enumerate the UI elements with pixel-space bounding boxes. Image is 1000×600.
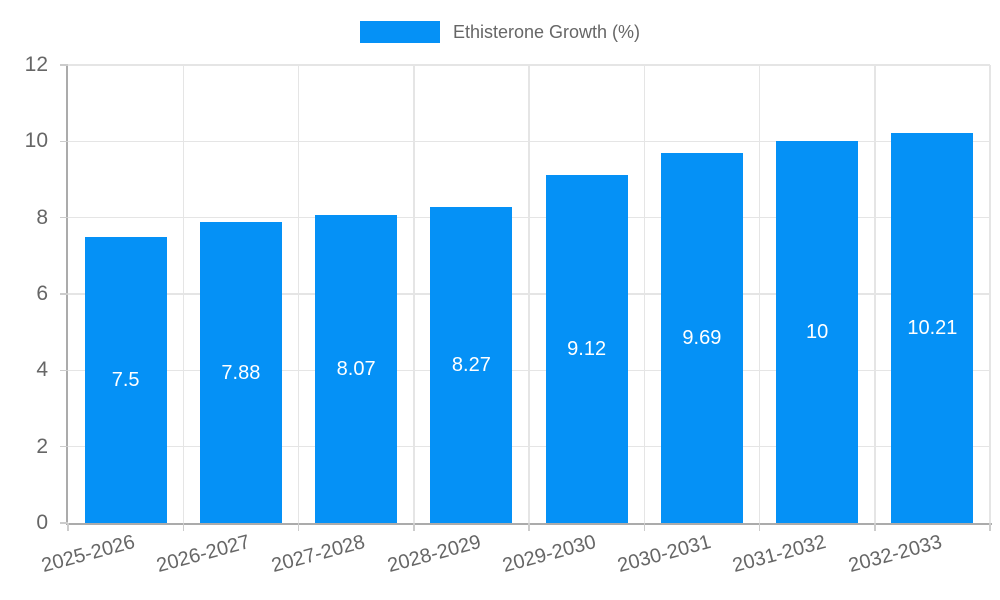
bar-value-label: 7.88 bbox=[221, 361, 261, 384]
bar[interactable] bbox=[660, 153, 743, 523]
bar[interactable] bbox=[315, 214, 398, 523]
x-axis-tick-label: 2028-2029 bbox=[384, 531, 484, 578]
x-gridline bbox=[297, 65, 300, 523]
y-tick-mark bbox=[60, 522, 68, 524]
legend[interactable]: Ethisterone Growth (%) bbox=[0, 21, 1000, 43]
x-gridline bbox=[643, 65, 645, 523]
x-tick-mark bbox=[643, 523, 645, 531]
y-axis-tick-label: 10 bbox=[24, 129, 48, 153]
x-axis-tick-label: 2026-2027 bbox=[154, 531, 253, 578]
x-axis-tick-label: 2027-2028 bbox=[269, 531, 368, 578]
x-tick-mark bbox=[989, 523, 991, 531]
bar[interactable] bbox=[776, 141, 859, 523]
bar-value-label: 7.5 bbox=[111, 368, 140, 391]
x-axis-tick-label: 2031-2032 bbox=[730, 531, 829, 578]
bar[interactable] bbox=[545, 174, 628, 523]
x-axis-tick-label: 2032-2033 bbox=[845, 531, 945, 578]
bar[interactable] bbox=[199, 222, 282, 523]
x-axis-tick-label: 2025-2026 bbox=[39, 531, 138, 578]
x-tick-mark bbox=[528, 523, 530, 531]
y-tick-mark bbox=[60, 369, 68, 372]
bar-value-label: 10 bbox=[806, 321, 829, 344]
y-tick-mark bbox=[60, 445, 68, 448]
x-tick-mark bbox=[874, 523, 876, 531]
x-tick-mark bbox=[413, 523, 415, 531]
x-gridline bbox=[874, 65, 876, 523]
y-tick-mark bbox=[60, 216, 68, 219]
x-tick-mark bbox=[297, 523, 300, 531]
bar-value-label: 8.07 bbox=[336, 357, 376, 380]
bar-value-label: 10.21 bbox=[907, 317, 958, 340]
y-tick-mark bbox=[60, 140, 68, 143]
y-axis-tick-label: 4 bbox=[36, 358, 48, 382]
x-gridline bbox=[758, 65, 761, 523]
y-tick-mark bbox=[60, 293, 68, 295]
x-gridline bbox=[989, 65, 991, 523]
x-gridline bbox=[413, 65, 415, 523]
x-axis-tick-label: 2029-2030 bbox=[500, 531, 599, 578]
y-axis-tick-label: 6 bbox=[36, 282, 48, 305]
y-axis-tick-label: 0 bbox=[36, 511, 48, 534]
bar[interactable] bbox=[84, 236, 167, 523]
bar-value-label: 8.27 bbox=[451, 354, 491, 377]
x-gridline bbox=[528, 65, 530, 523]
y-tick-mark bbox=[60, 64, 68, 66]
legend-swatch bbox=[359, 21, 440, 43]
x-gridline bbox=[182, 65, 184, 523]
bar-value-label: 9.69 bbox=[682, 327, 722, 350]
bar[interactable] bbox=[430, 207, 513, 523]
bar[interactable] bbox=[891, 133, 974, 523]
bar-value-label: 9.12 bbox=[567, 337, 607, 360]
legend-label: Ethisterone Growth (%) bbox=[452, 21, 641, 42]
x-tick-mark bbox=[758, 523, 761, 531]
y-axis-tick-label: 8 bbox=[36, 205, 48, 229]
y-axis-tick-label: 12 bbox=[24, 53, 48, 76]
x-tick-mark bbox=[67, 523, 69, 531]
x-tick-mark bbox=[182, 523, 184, 531]
x-axis-tick-label: 2030-2031 bbox=[615, 531, 714, 578]
y-axis-tick-label: 2 bbox=[36, 434, 48, 458]
